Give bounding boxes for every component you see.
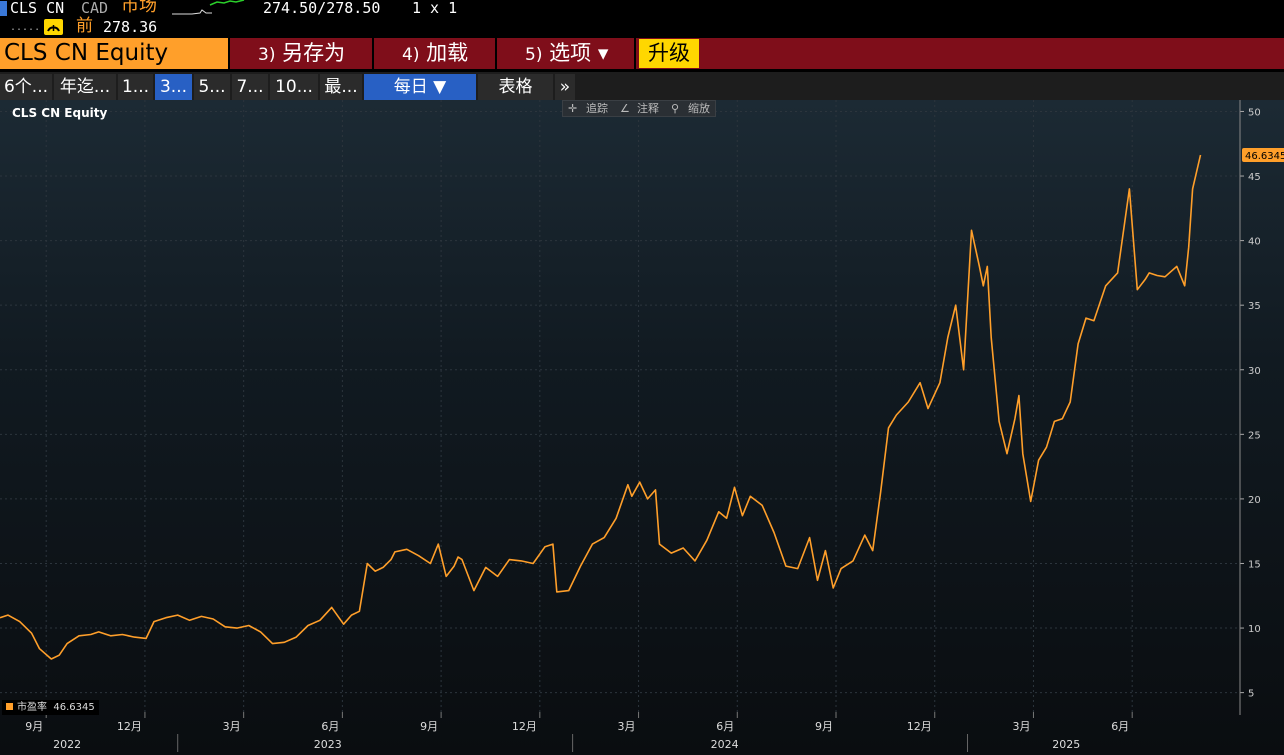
- tab-10y[interactable]: 10...: [270, 74, 318, 100]
- tab-3y[interactable]: 3...: [155, 74, 192, 100]
- zoom-tool[interactable]: 缩放: [688, 102, 710, 115]
- y-tick-label: 25: [1248, 430, 1261, 441]
- ticker-label: CLS CN: [10, 0, 65, 17]
- x-tick-label: 3月: [223, 720, 241, 733]
- divider: [495, 38, 497, 69]
- x-tick-label: 6月: [716, 720, 734, 733]
- y-tick-label: 15: [1248, 559, 1261, 570]
- security-marker: [0, 1, 7, 16]
- more-button[interactable]: »: [555, 74, 575, 100]
- y-tick-label: 40: [1248, 237, 1261, 248]
- quote-subheader: ..... 前 278.36: [0, 16, 1284, 38]
- market-label: 市场: [121, 0, 157, 16]
- bid-ask: 274.50/278.50: [263, 0, 381, 17]
- prev-label: 前: [76, 16, 93, 36]
- divider: [228, 38, 230, 69]
- legend-last-value: 46.6345: [53, 702, 95, 713]
- load-label: 加载: [426, 41, 469, 65]
- save-as-number: 3): [258, 45, 276, 65]
- x-tick-label: 12月: [117, 720, 142, 733]
- prev-value: 278.36: [103, 18, 158, 36]
- x-tick-label: 12月: [907, 720, 932, 733]
- chart-title: CLS CN Equity: [12, 106, 108, 120]
- y-tick-label: 35: [1248, 301, 1261, 312]
- year-label: 2025: [1052, 738, 1080, 751]
- x-tick-label: 6月: [1111, 720, 1129, 733]
- dots-icon: .....: [10, 22, 41, 33]
- annotate-tool[interactable]: 注释: [637, 102, 659, 115]
- legend-series-name: 市盈率: [17, 702, 47, 713]
- x-tick-label: 3月: [1012, 720, 1030, 733]
- save-as-menu[interactable]: 3) 另存为: [258, 38, 345, 69]
- quote-header: CLS CN CAD 市场 274.50/278.50 1 x 1: [0, 0, 1284, 18]
- series-line-pe: [0, 154, 1202, 660]
- security-field[interactable]: CLS CN Equity: [0, 38, 228, 69]
- tab-7y[interactable]: 7...: [232, 74, 268, 100]
- magnifier-icon[interactable]: ⚲: [671, 102, 680, 115]
- x-tick-label: 3月: [618, 720, 636, 733]
- chart-tools: ✛ 追踪 ∠ 注释 ⚲ 缩放: [562, 100, 716, 117]
- year-label: 2024: [711, 738, 739, 751]
- x-tick-label: 9月: [420, 720, 438, 733]
- y-tick-label: 50: [1248, 107, 1261, 118]
- last-value-label: 46.6345: [1245, 151, 1284, 162]
- divider: [634, 38, 636, 69]
- tab-6m[interactable]: 6个...: [0, 74, 52, 100]
- load-number: 4): [402, 45, 420, 65]
- tab-1y[interactable]: 1...: [118, 74, 153, 100]
- last-value-tag: [1242, 147, 1284, 162]
- crosshair-icon[interactable]: ✛: [568, 102, 578, 115]
- frequency-dropdown[interactable]: 每日 ▼: [364, 74, 476, 100]
- x-tick-label: 12月: [512, 720, 537, 733]
- x-tick-label: 6月: [321, 720, 339, 733]
- x-tick-label: 9月: [25, 720, 43, 733]
- legend-swatch: [6, 702, 13, 710]
- table-button[interactable]: 表格: [478, 74, 553, 100]
- range-tab-bar: 6个... 年迄... 1... 3... 5... 7... 10... 最.…: [0, 72, 1284, 100]
- options-number: 5): [525, 45, 543, 65]
- year-label: 2023: [314, 738, 342, 751]
- intraday-sparkline: [172, 0, 245, 15]
- y-tick-label: 45: [1248, 172, 1261, 183]
- menu-bar: CLS CN Equity 3) 另存为 4) 加载 5) 选项 ▾ 升级: [0, 38, 1284, 69]
- pencil-icon[interactable]: ∠: [620, 102, 630, 115]
- divider: [372, 38, 374, 69]
- track-tool[interactable]: 追踪: [586, 102, 608, 115]
- options-label: 选项 ▾: [549, 41, 609, 65]
- y-tick-label: 30: [1248, 366, 1261, 377]
- upgrade-button[interactable]: 升级: [639, 39, 699, 68]
- chart-area: 5 10 15 20 25 30 35 40 45 50 9月 12月 3月 6月 9月 12月 3月 6月 9月 1…: [0, 100, 1284, 755]
- bid-ask-size: 1 x 1: [412, 0, 458, 17]
- currency-label: CAD: [81, 0, 109, 17]
- tab-5y[interactable]: 5...: [194, 74, 230, 100]
- legend: 市盈率 46.6345: [2, 700, 99, 715]
- save-as-label: 另存为: [282, 41, 346, 65]
- gauge-icon: [44, 19, 63, 35]
- tab-ytd[interactable]: 年迄...: [54, 74, 116, 100]
- tab-max[interactable]: 最...: [320, 74, 362, 100]
- y-tick-label: 5: [1248, 689, 1254, 700]
- y-tick-label: 20: [1248, 495, 1261, 506]
- load-menu[interactable]: 4) 加载: [402, 38, 468, 69]
- year-label: 2022: [53, 738, 81, 751]
- x-tick-label: 9月: [815, 720, 833, 733]
- options-menu[interactable]: 5) 选项 ▾: [525, 38, 608, 69]
- y-tick-label: 10: [1248, 624, 1261, 635]
